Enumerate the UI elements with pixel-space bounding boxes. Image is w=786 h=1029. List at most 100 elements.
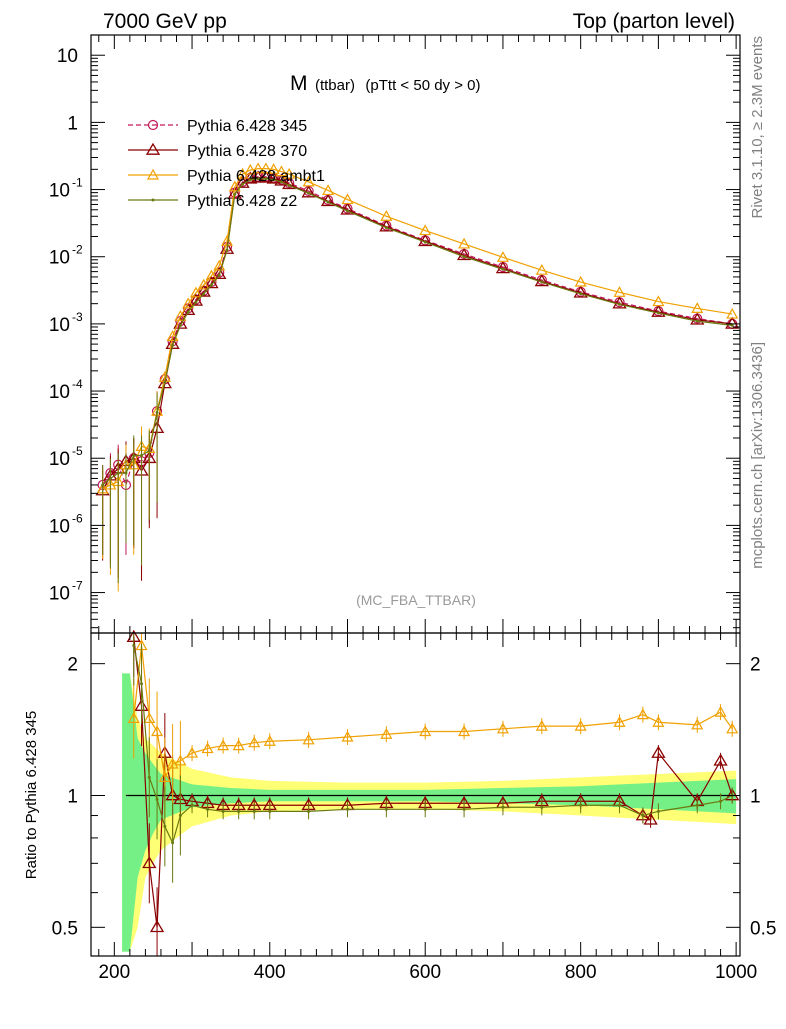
marker-triangle-small bbox=[244, 163, 257, 175]
marker-triangle bbox=[165, 336, 180, 349]
marker-dot bbox=[579, 292, 583, 296]
ratio-band-yellow bbox=[122, 673, 737, 952]
marker-triangle-small bbox=[458, 725, 471, 737]
marker-triangle-small bbox=[166, 757, 179, 769]
main-series-layer bbox=[95, 162, 740, 592]
y-tick-label: 10 bbox=[49, 315, 70, 336]
marker-triangle-small bbox=[186, 746, 199, 758]
ratio-y-tick-label-left: 2 bbox=[67, 655, 78, 676]
marker-triangle bbox=[418, 233, 433, 247]
marker-triangle-small bbox=[613, 715, 626, 727]
marker-triangle bbox=[274, 173, 289, 186]
marker-dot bbox=[618, 803, 622, 807]
marker-dot bbox=[124, 471, 128, 475]
y-tick-label: 10 bbox=[49, 449, 70, 470]
series-line-3 bbox=[102, 178, 733, 486]
marker-triangle-small bbox=[158, 771, 171, 782]
marker-dot bbox=[501, 267, 505, 271]
marker-dot bbox=[279, 180, 283, 184]
ratio-series-layer bbox=[125, 629, 740, 956]
marker-triangle-small bbox=[535, 719, 548, 731]
x-tick-label: 1000 bbox=[715, 962, 757, 983]
marker-dot bbox=[178, 323, 182, 327]
marker-dot bbox=[656, 311, 660, 315]
marker-triangle-small bbox=[189, 286, 202, 298]
marker-triangle-small bbox=[302, 175, 315, 187]
marker-dot bbox=[641, 814, 645, 818]
marker-dot bbox=[147, 775, 151, 779]
uncertainty-bands bbox=[122, 673, 737, 952]
legend-label-1: Pythia 6.428 370 bbox=[187, 143, 307, 160]
ratio-plot-frame bbox=[90, 632, 741, 957]
y-tick-label: 10 bbox=[49, 248, 70, 269]
marker-dot bbox=[248, 178, 252, 182]
marker-dot bbox=[345, 807, 349, 811]
ratio-y-tick-label-left: 1 bbox=[67, 786, 78, 807]
marker-triangle bbox=[149, 920, 165, 933]
marker-dot bbox=[237, 809, 241, 813]
ratio-y-tick-label-left: 0.5 bbox=[52, 918, 78, 939]
legend-label-3: Pythia 6.428 z2 bbox=[187, 193, 297, 210]
marker-dot bbox=[268, 809, 272, 813]
marker-triangle-small bbox=[652, 715, 665, 727]
ratio-line-1 bbox=[133, 637, 733, 928]
marker-triangle bbox=[573, 285, 588, 298]
y-tick-exponent: -7 bbox=[72, 579, 83, 593]
marker-triangle-small bbox=[182, 297, 195, 309]
marker-dot bbox=[233, 192, 237, 196]
marker-triangle-small bbox=[283, 167, 296, 179]
marker-triangle bbox=[456, 248, 472, 261]
marker-triangle-small bbox=[458, 237, 471, 249]
legend-label-0: Pythia 6.428 345 bbox=[187, 118, 307, 135]
marker-triangle-small bbox=[726, 307, 739, 319]
marker-dot bbox=[163, 380, 167, 384]
marker-triangle bbox=[145, 142, 161, 155]
marker-triangle bbox=[495, 261, 511, 274]
marker-dot bbox=[101, 483, 105, 487]
marker-dot bbox=[462, 255, 466, 259]
marker-triangle bbox=[204, 276, 219, 289]
marker-triangle-small bbox=[252, 162, 265, 174]
marker-triangle bbox=[713, 753, 728, 766]
marker-dot bbox=[151, 198, 155, 202]
marker-dot bbox=[540, 280, 544, 284]
mcplots-label: mcplots.cern.ch [arXiv:1306.3436] bbox=[749, 342, 766, 569]
marker-dot bbox=[116, 471, 120, 475]
legend-label-2: Pythia 6.428 ambt1 bbox=[187, 168, 325, 185]
marker-triangle-small bbox=[691, 718, 704, 730]
marker-triangle-small bbox=[197, 278, 210, 290]
x-tick-label: 600 bbox=[409, 962, 441, 983]
y-tick-label: 10 bbox=[49, 584, 70, 605]
marker-triangle-small bbox=[341, 193, 354, 205]
marker-triangle-small bbox=[652, 295, 665, 307]
marker-dot bbox=[171, 343, 175, 347]
ratio-y-tick-label-right: 2 bbox=[750, 655, 761, 676]
marker-dot bbox=[256, 177, 260, 181]
marker-dot bbox=[155, 797, 159, 801]
marker-dot bbox=[540, 805, 544, 809]
marker-dot bbox=[171, 841, 175, 845]
marker-dot bbox=[264, 177, 268, 181]
plot-title: M (ttbar) (pTtt < 50 dy > 0) bbox=[290, 72, 480, 95]
marker-triangle-small bbox=[419, 224, 432, 236]
marker-dot bbox=[423, 240, 427, 244]
marker-dot bbox=[108, 476, 112, 480]
marker-dot bbox=[252, 809, 256, 813]
x-tick-label: 200 bbox=[98, 962, 130, 983]
ratio-ylabel: Ratio to Pythia 6.428 345 bbox=[23, 711, 40, 879]
marker-triangle-small bbox=[691, 302, 704, 314]
marker-triangle-small bbox=[248, 736, 261, 748]
marker-triangle-small bbox=[275, 165, 288, 177]
y-tick-exponent: -4 bbox=[72, 377, 83, 391]
marker-triangle-small bbox=[146, 168, 160, 180]
marker-triangle-small bbox=[302, 733, 315, 745]
marker-dot bbox=[719, 799, 723, 803]
marker-triangle-small bbox=[380, 210, 393, 221]
marker-triangle-small bbox=[496, 251, 509, 262]
marker-dot bbox=[462, 807, 466, 811]
header-left: 7000 GeV pp bbox=[103, 10, 227, 33]
legend: Pythia 6.428 345 Pythia 6.428 370 Pythia 6… bbox=[128, 118, 325, 210]
